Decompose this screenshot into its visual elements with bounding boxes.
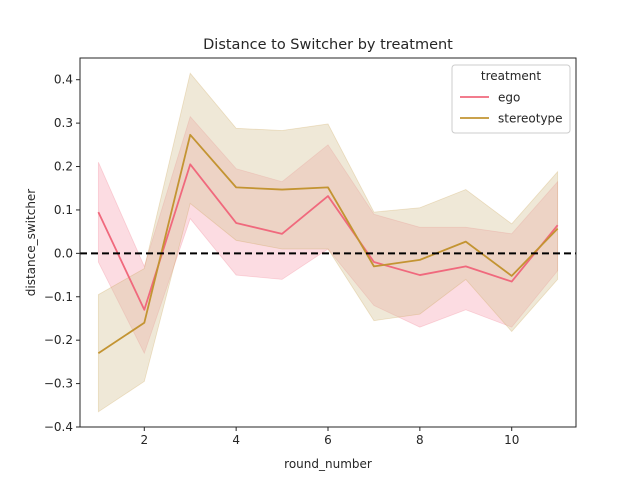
data-point-ego [327, 195, 329, 197]
confidence-bands [97, 72, 559, 413]
data-point-stereotype [327, 186, 329, 188]
data-point-ego [373, 261, 375, 263]
chart-title: Distance to Switcher by treatment [203, 37, 453, 53]
y-tick-label: 0.0 [54, 246, 73, 260]
x-tick-label: 4 [232, 433, 240, 447]
y-axis-label: distance_switcher [24, 189, 38, 297]
x-tick-label: 8 [416, 433, 424, 447]
data-point-ego [281, 233, 283, 235]
data-point-ego [419, 274, 421, 276]
x-axis-label: round_number [284, 457, 372, 471]
ci-band-ego [97, 115, 559, 355]
data-point-ego [511, 280, 513, 282]
data-point-ego [97, 211, 99, 213]
data-point-stereotype [465, 240, 467, 242]
data-point-ego [235, 222, 237, 224]
legend-title: treatment [481, 69, 541, 83]
y-tick-label: −0.2 [44, 333, 73, 347]
data-point-stereotype [419, 259, 421, 261]
data-point-ego [189, 163, 191, 165]
x-tick-label: 2 [140, 433, 148, 447]
data-point-ego [143, 309, 145, 311]
data-point-ego [556, 224, 558, 226]
data-point-ego [465, 265, 467, 267]
y-axis-ticks: −0.4 −0.3 −0.2 −0.1 0.0 0.1 0.2 0.3 0.4 [44, 73, 80, 434]
ci-band-stereotype [97, 72, 559, 413]
legend-label-ego: ego [498, 91, 520, 105]
data-point-stereotype [235, 186, 237, 188]
y-tick-label: 0.2 [54, 160, 73, 174]
y-tick-label: −0.3 [44, 377, 73, 391]
series-line-ego [97, 163, 559, 311]
x-tick-label: 10 [504, 433, 519, 447]
legend: treatment ego stereotype [451, 64, 571, 134]
data-point-stereotype [556, 227, 558, 229]
y-tick-label: 0.3 [54, 116, 73, 130]
data-point-stereotype [373, 265, 375, 267]
data-point-stereotype [143, 322, 145, 324]
legend-label-stereotype: stereotype [498, 112, 563, 126]
data-point-stereotype [281, 188, 283, 190]
data-point-stereotype [189, 134, 191, 136]
y-tick-label: 0.4 [54, 73, 73, 87]
legend-box [451, 64, 571, 134]
data-point-stereotype [511, 275, 513, 277]
y-tick-label: −0.4 [44, 420, 73, 434]
y-tick-label: 0.1 [54, 203, 73, 217]
x-tick-label: 6 [324, 433, 332, 447]
y-tick-label: −0.1 [44, 290, 73, 304]
data-point-stereotype [97, 352, 99, 354]
x-axis-ticks: 2 4 6 8 10 [140, 427, 519, 447]
